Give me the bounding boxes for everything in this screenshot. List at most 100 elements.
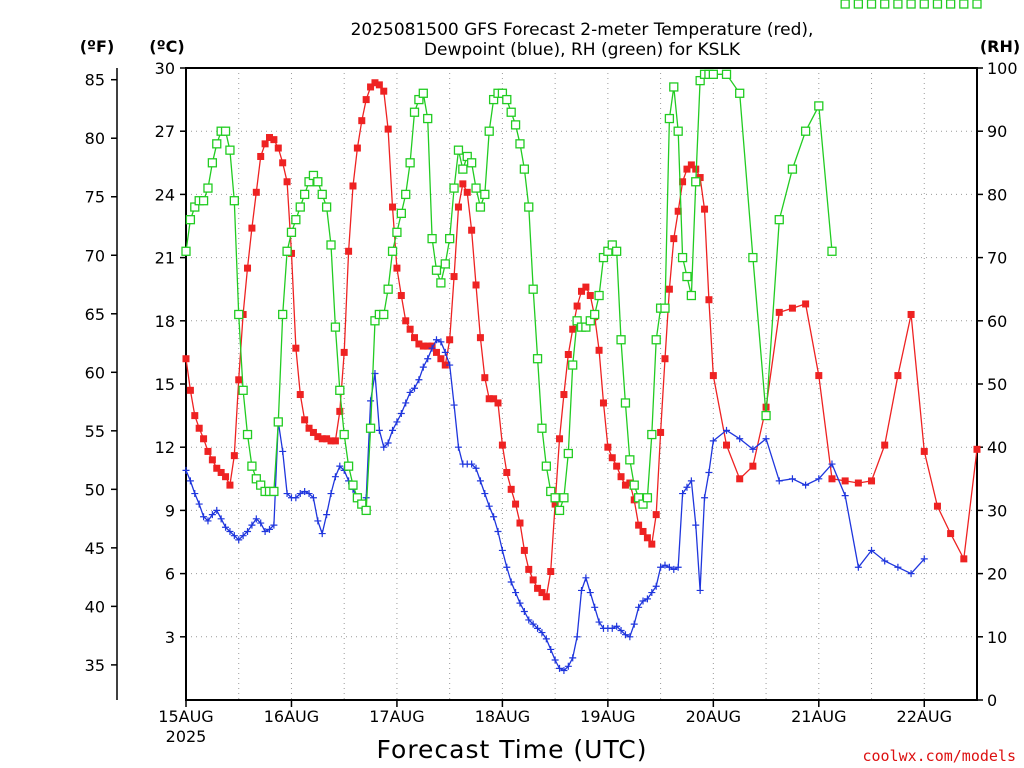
dewpoint-point: [235, 536, 243, 544]
temperature-point: [709, 372, 717, 380]
rh-point: [480, 189, 490, 200]
fahrenheit-tick-label: 55: [85, 422, 105, 441]
temperature-point: [920, 447, 928, 455]
rh-point: [286, 227, 297, 237]
x-tick-label: 16AUG: [264, 707, 319, 726]
temperature-point: [371, 79, 379, 87]
rh-point: [401, 189, 411, 200]
rh-point: [392, 227, 402, 237]
rh-tick-label: 40: [987, 438, 1007, 457]
celsius-tick-label: 27: [155, 122, 175, 141]
temperature-point: [318, 435, 326, 443]
temperature-point: [687, 161, 695, 169]
x-tick-label: 21AUG: [791, 707, 846, 726]
rh-point: [317, 189, 327, 200]
dewpoint-point: [630, 620, 638, 628]
temperature-point: [257, 152, 265, 160]
rh-point: [502, 94, 512, 105]
rh-point: [686, 290, 697, 301]
dewpoint-point: [393, 418, 401, 426]
rh-point: [207, 158, 218, 168]
dewpoint-point: [520, 608, 528, 616]
x-tick-label: 17AUG: [369, 707, 424, 726]
rh-point: [519, 164, 530, 174]
dewpoint-point: [301, 487, 309, 495]
dewpoint-point: [551, 656, 559, 664]
rh-point: [748, 252, 758, 263]
temperature-point: [208, 456, 216, 464]
grid-lines: [186, 68, 977, 700]
rh-point: [510, 120, 521, 130]
rh-point: [361, 505, 371, 516]
temperature-point: [292, 344, 300, 352]
rh-point: [866, 0, 877, 9]
dewpoint-point: [468, 460, 476, 468]
dewpoint-point: [380, 443, 388, 451]
rh-point: [387, 246, 398, 256]
dewpoint-point: [507, 578, 515, 586]
temperature-point: [331, 437, 339, 445]
x-tick-label: 19AUG: [580, 707, 635, 726]
temperature-point: [494, 399, 502, 407]
rh-point: [682, 271, 692, 282]
temperature-point: [973, 445, 981, 453]
rh-point: [515, 139, 525, 149]
dewpoint-point: [367, 397, 375, 405]
temperature-point: [547, 567, 555, 575]
celsius-tick-label: 3: [165, 628, 175, 647]
temperature-series: [182, 79, 981, 601]
dewpoint-point: [498, 546, 506, 554]
rh-point: [273, 417, 283, 427]
rh-point: [225, 145, 235, 155]
dewpoint-point: [481, 490, 489, 498]
dewpoint-point: [476, 477, 484, 485]
rh-point: [673, 126, 683, 136]
rh-point: [880, 0, 890, 9]
chart-title-line1: 2025081500 GFS Forecast 2-meter Temperat…: [351, 20, 814, 40]
dewpoint-point: [191, 490, 199, 498]
dewpoint-point: [828, 460, 836, 468]
rh-point: [282, 246, 292, 256]
axes: [111, 67, 983, 707]
dewpoint-point: [309, 494, 317, 502]
rh-point: [418, 88, 428, 98]
temperature-point: [353, 144, 361, 152]
dewpoint-point: [257, 519, 265, 527]
rh-point: [330, 322, 341, 332]
rh-point: [840, 0, 850, 9]
temperature-point: [841, 477, 849, 485]
temperature-point: [679, 178, 687, 186]
rh-point: [669, 82, 679, 92]
rh-point: [691, 177, 701, 187]
rh-point: [348, 480, 358, 490]
temperature-point: [432, 348, 440, 356]
rh-point: [475, 202, 486, 212]
dewpoint-point: [705, 468, 713, 476]
temperature-point: [274, 144, 282, 152]
dewpoint-point: [643, 595, 651, 603]
dewpoint-point: [525, 616, 533, 624]
rh-point: [594, 290, 604, 301]
dewpoint-point: [252, 515, 260, 523]
dewpoint-point: [270, 521, 278, 529]
rh-point: [339, 429, 349, 440]
temperature-point: [564, 351, 572, 359]
x-tick-label: 20AUG: [686, 707, 741, 726]
dewpoint-point: [626, 633, 634, 641]
temperature-point: [265, 134, 273, 142]
dewpoint-point: [239, 532, 247, 540]
temperature-point: [270, 136, 278, 144]
dewpoint-point: [428, 344, 436, 352]
dewpoint-point: [595, 618, 603, 626]
rh-point: [620, 398, 631, 408]
dewpoint-point: [261, 527, 269, 535]
dewpoint-point: [696, 586, 704, 594]
dewpoint-point: [674, 563, 682, 571]
temperature-point: [419, 342, 427, 350]
rh-point: [800, 126, 811, 136]
temperature-point: [213, 464, 221, 472]
dewpoint-point: [208, 511, 216, 519]
temperature-point: [195, 424, 203, 432]
temperature-point: [538, 589, 546, 597]
rh-point: [660, 303, 670, 313]
